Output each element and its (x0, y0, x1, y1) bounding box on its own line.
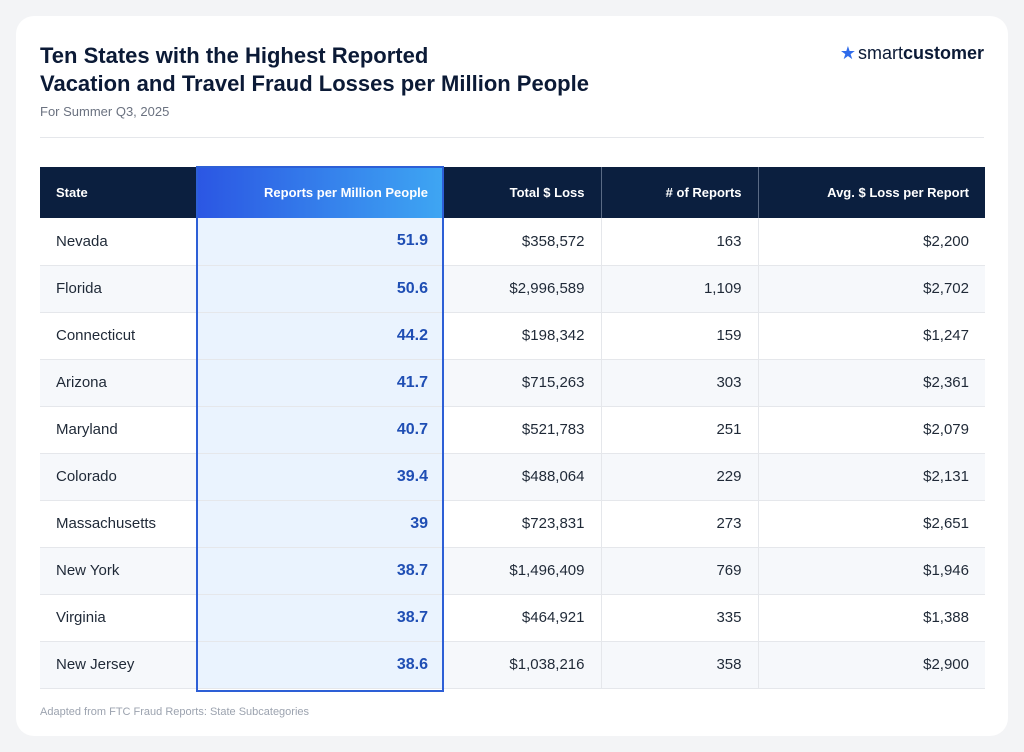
cell-state: Florida (40, 265, 197, 313)
cell-reports-per-million: 51.9 (196, 218, 444, 266)
cell-avg-loss: $2,079 (758, 406, 985, 454)
table-row: New York 38.7 $1,496,409 769 $1,946 (40, 547, 985, 595)
cell-state: New York (40, 547, 197, 595)
cell-state: Massachusetts (40, 500, 197, 548)
cell-avg-loss: $1,388 (758, 594, 985, 642)
cell-report-count: 159 (601, 312, 759, 360)
source-note: Adapted from FTC Fraud Reports: State Su… (40, 706, 310, 718)
logo-word-smart: smart (857, 42, 903, 63)
infographic-card: Ten States with the Highest Reported Vac… (16, 16, 1008, 736)
cell-total-loss: $198,342 (444, 312, 602, 360)
cell-state: Virginia (40, 594, 197, 642)
cell-reports-per-million: 44.2 (196, 312, 444, 360)
column-header-state: State (40, 167, 197, 218)
cell-total-loss: $358,572 (444, 218, 602, 266)
cell-report-count: 163 (601, 218, 759, 266)
cell-total-loss: $715,263 (444, 359, 602, 407)
table-row: Nevada 51.9 $358,572 163 $2,200 (40, 218, 985, 266)
cell-total-loss: $2,996,589 (444, 265, 602, 313)
cell-avg-loss: $2,651 (758, 500, 985, 548)
table-body: Nevada 51.9 $358,572 163 $2,200 Florida 50.6 $2… (40, 218, 985, 689)
cell-total-loss: $1,038,216 (444, 641, 602, 689)
table-header-row: State Reports per Million People Total $… (40, 167, 985, 218)
cell-reports-per-million: 39 (196, 500, 444, 548)
column-header-reports-per-million: Reports per Million People (196, 167, 444, 218)
cell-report-count: 335 (601, 594, 759, 642)
cell-reports-per-million: 38.7 (196, 594, 444, 642)
table-row: Massachusetts 39 $723,831 273 $2,651 (40, 500, 985, 548)
cell-avg-loss: $2,702 (758, 265, 985, 313)
table-row: Arizona 41.7 $715,263 303 $2,361 (40, 359, 985, 407)
cell-reports-per-million: 40.7 (196, 406, 444, 454)
chart-subtitle: For Summer Q3, 2025 (40, 104, 170, 119)
cell-reports-per-million: 39.4 (196, 453, 444, 501)
cell-report-count: 229 (601, 453, 759, 501)
cell-state: Maryland (40, 406, 197, 454)
cell-report-count: 273 (601, 500, 759, 548)
cell-state: Connecticut (40, 312, 197, 360)
cell-report-count: 769 (601, 547, 759, 595)
cell-reports-per-million: 50.6 (196, 265, 444, 313)
table-row: Virginia 38.7 $464,921 335 $1,388 (40, 594, 985, 642)
cell-report-count: 1,109 (601, 265, 759, 313)
cell-reports-per-million: 38.6 (196, 641, 444, 689)
cell-total-loss: $1,496,409 (444, 547, 602, 595)
cell-state: Arizona (40, 359, 197, 407)
table-row: Connecticut 44.2 $198,342 159 $1,247 (40, 312, 985, 360)
table-row: New Jersey 38.6 $1,038,216 358 $2,900 (40, 641, 985, 689)
cell-report-count: 358 (601, 641, 759, 689)
logo-word-customer: customer (902, 42, 984, 63)
cell-avg-loss: $1,247 (758, 312, 985, 360)
column-header-avg-loss: Avg. $ Loss per Report (758, 167, 985, 218)
fraud-table: State Reports per Million People Total $… (40, 167, 985, 689)
cell-report-count: 303 (601, 359, 759, 407)
table-row: Florida 50.6 $2,996,589 1,109 $2,702 (40, 265, 985, 313)
cell-total-loss: $464,921 (444, 594, 602, 642)
cell-state: Nevada (40, 218, 197, 266)
cell-total-loss: $723,831 (444, 500, 602, 548)
cell-total-loss: $521,783 (444, 406, 602, 454)
table-row: Colorado 39.4 $488,064 229 $2,131 (40, 453, 985, 501)
cell-avg-loss: $1,946 (758, 547, 985, 595)
title-line-2: Vacation and Travel Fraud Losses per Mil… (40, 71, 589, 96)
column-header-report-count: # of Reports (601, 167, 759, 218)
cell-state: Colorado (40, 453, 197, 501)
cell-avg-loss: $2,361 (758, 359, 985, 407)
cell-avg-loss: $2,200 (758, 218, 985, 266)
cell-avg-loss: $2,131 (758, 453, 985, 501)
cell-state: New Jersey (40, 641, 197, 689)
cell-report-count: 251 (601, 406, 759, 454)
cell-reports-per-million: 41.7 (196, 359, 444, 407)
cell-reports-per-million: 38.7 (196, 547, 444, 595)
brand-logo: ★ smart customer (840, 43, 984, 63)
chart-title: Ten States with the Highest Reported Vac… (40, 42, 589, 98)
cell-avg-loss: $2,900 (758, 641, 985, 689)
column-header-total-loss: Total $ Loss (444, 167, 602, 218)
star-icon: ★ (839, 43, 856, 63)
cell-total-loss: $488,064 (444, 453, 602, 501)
title-line-1: Ten States with the Highest Reported (40, 43, 429, 68)
table-row: Maryland 40.7 $521,783 251 $2,079 (40, 406, 985, 454)
header-divider (40, 137, 984, 138)
